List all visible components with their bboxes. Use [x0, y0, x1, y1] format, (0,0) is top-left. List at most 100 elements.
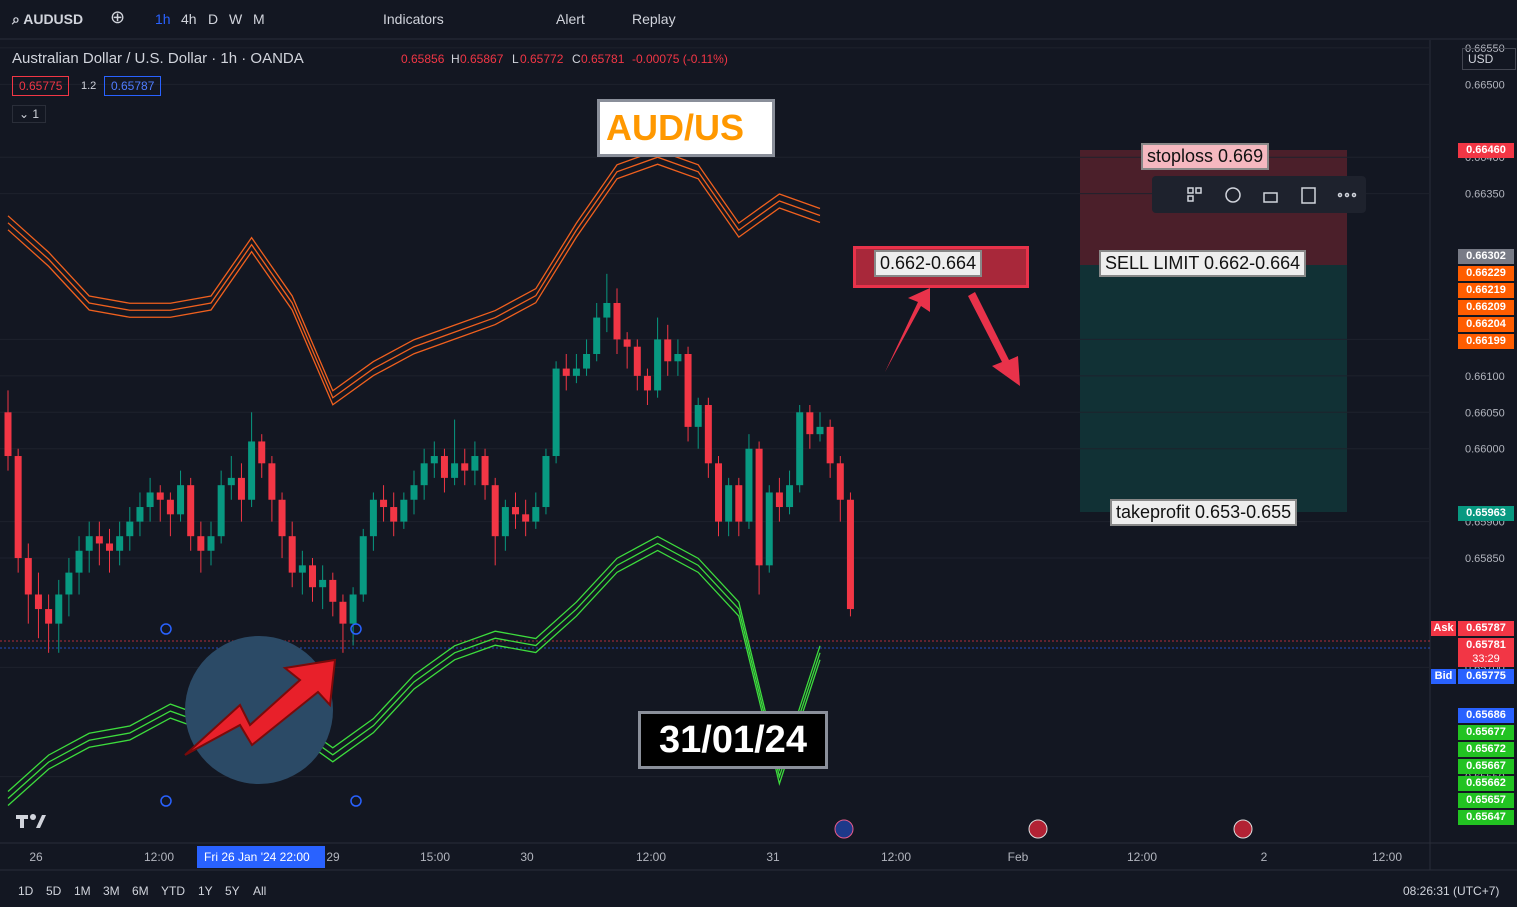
price-label: 0.65775 — [1458, 669, 1514, 684]
currency-button[interactable]: USD — [1462, 48, 1516, 70]
stoploss-label: stoploss 0.669 — [1141, 143, 1270, 170]
candle-body — [532, 507, 540, 522]
countdown: 33:29 — [1472, 653, 1500, 665]
candle-body — [836, 463, 844, 500]
ask-tag: Ask — [1431, 621, 1456, 636]
title-box: AUD/US — [597, 99, 775, 157]
candle-body — [603, 302, 611, 318]
range-button[interactable]: 5Y — [225, 884, 240, 898]
price-label: 0.65672 — [1458, 742, 1514, 757]
tv-logo — [16, 814, 46, 828]
drawing-toolbar[interactable] — [1152, 176, 1366, 213]
event-icons — [834, 819, 1253, 839]
candle-body — [207, 536, 215, 551]
candle-body — [501, 507, 509, 537]
marker — [160, 623, 172, 635]
candle-body — [796, 412, 804, 486]
candle-body — [786, 485, 794, 508]
interval[interactable]: 4h — [181, 11, 197, 27]
takeprofit-label: takeprofit 0.653-0.655 — [1110, 499, 1298, 526]
candle-body — [745, 448, 753, 522]
range-button[interactable]: 5D — [46, 884, 62, 898]
interval[interactable]: D — [208, 11, 219, 27]
candle-body — [633, 346, 641, 376]
band-line — [7, 156, 821, 399]
x-tick-label: 2 — [1260, 850, 1268, 864]
legend-label: C — [572, 52, 581, 66]
candle-body — [522, 514, 530, 522]
candle-body — [4, 412, 12, 457]
candle-body — [400, 499, 408, 522]
symbol-text: AUDUSD — [23, 11, 84, 27]
candle-body — [45, 609, 53, 624]
candle-body — [227, 477, 235, 486]
arrow-down — [968, 292, 1020, 386]
candle-body — [258, 441, 266, 464]
range-button[interactable]: 1D — [18, 884, 34, 898]
candle-body — [846, 499, 854, 610]
candle-body — [237, 477, 245, 500]
candle-body — [156, 492, 164, 500]
x-tick-label: 12:00 — [1371, 850, 1403, 864]
candle-body — [248, 441, 256, 500]
candle-body — [288, 536, 296, 573]
add-button[interactable]: ⊕ — [110, 7, 126, 27]
legend-low: 0.65772 — [520, 52, 564, 66]
range-button[interactable]: 6M — [132, 884, 149, 898]
candle-body — [715, 463, 722, 522]
candle-body — [806, 412, 814, 435]
legend-label: L — [512, 52, 519, 66]
candle-body — [106, 543, 113, 551]
candle-body — [85, 536, 93, 551]
legend-change: -0.00075 (-0.11%) — [632, 52, 728, 66]
range-button[interactable]: 1Y — [198, 884, 213, 898]
price-label: 0.66302 — [1458, 249, 1514, 264]
alert-button[interactable]: Alert — [556, 11, 585, 27]
candle-body — [136, 507, 144, 522]
range-button[interactable]: All — [253, 884, 267, 898]
x-tick-label: 29 — [326, 850, 340, 864]
band-line — [7, 542, 821, 800]
candle-body — [725, 485, 733, 522]
sell-limit-label: SELL LIMIT 0.662-0.664 — [1099, 250, 1307, 277]
candle-body — [430, 456, 438, 464]
sell-button[interactable]: 0.65775 — [12, 76, 70, 96]
marker — [350, 623, 362, 635]
candle-body — [613, 302, 621, 340]
range-button[interactable]: 1M — [74, 884, 91, 898]
x-tick-label: 12:00 — [143, 850, 175, 864]
price-label: 0.65677 — [1458, 725, 1514, 740]
price-label: 0.65662 — [1458, 776, 1514, 791]
bid-tag: Bid — [1431, 669, 1456, 684]
y-tick-label: 0.65850 — [1465, 553, 1505, 565]
interval[interactable]: 1h — [155, 11, 171, 27]
range-button[interactable]: 3M — [103, 884, 120, 898]
marker — [160, 795, 172, 807]
candle-body — [14, 456, 22, 559]
price-label: 0.66460 — [1458, 143, 1514, 158]
band-line — [7, 535, 821, 793]
candle-body — [481, 456, 489, 486]
plot: 0.665500.665000.664000.663500.661500.661… — [0, 43, 1505, 807]
interval[interactable]: M — [253, 11, 265, 27]
symbol[interactable]: ⌕ AUDUSD — [12, 11, 84, 27]
candle-body — [390, 507, 398, 522]
replay-button[interactable]: Replay — [632, 11, 676, 27]
x-tick-label: 30 — [520, 850, 534, 864]
collapse-button[interactable]: ⌄ 1 — [12, 105, 47, 123]
interval[interactable]: W — [229, 11, 243, 27]
indicators-button[interactable]: Indicators — [383, 11, 444, 27]
price-label: 0.65686 — [1458, 708, 1514, 723]
price-label: 0.65787 — [1458, 621, 1514, 636]
arrow-up — [885, 288, 930, 372]
range-button[interactable]: YTD — [161, 884, 185, 898]
x-tick-label: Feb — [1007, 850, 1029, 864]
candle-body — [34, 594, 42, 610]
buy-button[interactable]: 0.65787 — [104, 76, 162, 96]
candle-body — [664, 339, 672, 362]
trend-icon — [184, 636, 337, 784]
date-box: 31/01/24 — [638, 711, 828, 769]
candle-body — [309, 565, 316, 588]
candle-body — [512, 507, 519, 515]
